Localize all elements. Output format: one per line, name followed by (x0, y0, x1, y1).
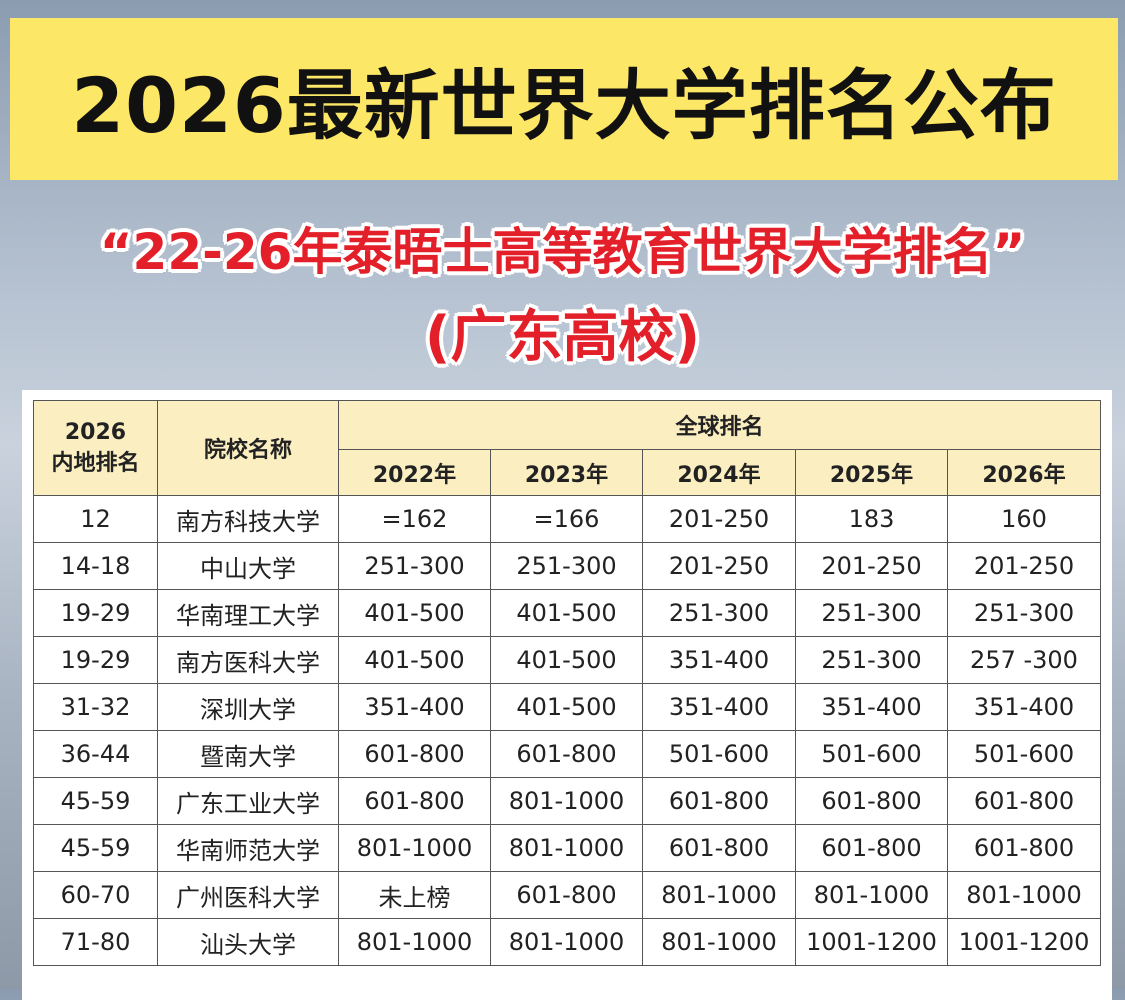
table-cell: 广东工业大学 (157, 777, 339, 825)
subtitle: (广东高校) (424, 305, 701, 370)
table-cell: 1001-1200 (947, 918, 1101, 966)
table-cell: 1001-1200 (795, 918, 948, 966)
table-row: 71-80 汕头大学 801-1000 801-1000 801-1000 1001-12… (33, 918, 1101, 966)
header-line: 2026 (64, 419, 127, 445)
table-cell: 南方科技大学 (157, 495, 339, 543)
table-cell: 601-800 (338, 777, 491, 825)
year-header: 2026年 (947, 449, 1101, 496)
table-cell: 601-800 (795, 824, 948, 872)
name-header: 院校名称 (157, 400, 339, 496)
table-cell: 351-400 (795, 683, 948, 731)
table-cell: 19-29 (33, 589, 158, 637)
table-cell: 801-1000 (338, 824, 491, 872)
header-line: 内地排名 (51, 450, 140, 476)
table-cell: 201-250 (947, 542, 1101, 590)
table-cell: 257 -300 (947, 636, 1101, 684)
table-cell: 801-1000 (490, 777, 643, 825)
table-cell: 801-1000 (338, 918, 491, 966)
table-cell: 601-800 (642, 777, 796, 825)
table-row: 19-29 华南理工大学 401-500 401-500 251-300 251-300 2… (33, 589, 1101, 637)
table-cell: 未上榜 (338, 871, 491, 919)
table-cell: 351-400 (947, 683, 1101, 731)
table-cell: 201-250 (795, 542, 948, 590)
table-cell: 深圳大学 (157, 683, 339, 731)
table-cell: 251-300 (338, 542, 491, 590)
table-cell: 401-500 (490, 683, 643, 731)
table-cell: 801-1000 (490, 824, 643, 872)
table-row: 12 南方科技大学 =162 =166 201-250 183 160 (33, 495, 1101, 543)
table-cell: 251-300 (947, 589, 1101, 637)
title: 2026最新世界大学排名公布 (71, 61, 1057, 150)
table-cell: 251-300 (795, 636, 948, 684)
table-cell: 251-300 (642, 589, 796, 637)
table-cell: 160 (947, 495, 1101, 543)
year-header: 2022年 (338, 449, 491, 496)
subtitle: “22-26年泰晤士高等教育世界大学排名” (99, 223, 1026, 281)
table-cell: 19-29 (33, 636, 158, 684)
table-cell: 201-250 (642, 495, 796, 543)
table-cell: 801-1000 (490, 918, 643, 966)
table-cell: 351-400 (642, 683, 796, 731)
table-row: 36-44 暨南大学 601-800 601-800 501-600 501-600 501… (33, 730, 1101, 778)
table-cell: 801-1000 (642, 871, 796, 919)
table-cell: 中山大学 (157, 542, 339, 590)
table-cell: 华南理工大学 (157, 589, 339, 637)
table-cell: 汕头大学 (157, 918, 339, 966)
table-row: 45-59 广东工业大学 601-800 801-1000 601-800 601-800… (33, 777, 1101, 825)
table-cell: 183 (795, 495, 948, 543)
table-row: 60-70 广州医科大学 未上榜 601-800 801-1000 801-1000 801… (33, 871, 1101, 919)
table-cell: 601-800 (490, 730, 643, 778)
table-cell: 601-800 (947, 824, 1101, 872)
year-header: 2025年 (795, 449, 948, 496)
table-cell: 351-400 (642, 636, 796, 684)
year-header: 2023年 (490, 449, 643, 496)
table-cell: 201-250 (642, 542, 796, 590)
table-cell: 351-400 (338, 683, 491, 731)
table-cell: 36-44 (33, 730, 158, 778)
table-cell: 251-300 (795, 589, 948, 637)
table-cell: 31-32 (33, 683, 158, 731)
group-header: 全球排名 (338, 400, 1101, 450)
table-cell: 45-59 (33, 777, 158, 825)
table-row: 14-18 中山大学 251-300 251-300 201-250 201-250 201… (33, 542, 1101, 590)
title-banner: 2026最新世界大学排名公布 (10, 18, 1118, 180)
table-cell: =162 (338, 495, 491, 543)
table-cell: 601-800 (338, 730, 491, 778)
table-cell: 广州医科大学 (157, 871, 339, 919)
table-cell: 801-1000 (947, 871, 1101, 919)
ranking-table: 2026 内地排名 院校名称 全球排名 2022年 2023年 2024年 2025年 2… (33, 400, 1101, 966)
table-cell: 12 (33, 495, 158, 543)
year-header: 2024年 (642, 449, 796, 496)
table-cell: 南方医科大学 (157, 636, 339, 684)
table-cell: 401-500 (490, 636, 643, 684)
table-cell: 401-500 (490, 589, 643, 637)
table-cell: 501-600 (947, 730, 1101, 778)
table-cell: 501-600 (642, 730, 796, 778)
table-cell: =166 (490, 495, 643, 543)
table-cell: 601-800 (642, 824, 796, 872)
table-cell: 601-800 (490, 871, 643, 919)
table-row: 31-32 深圳大学 351-400 401-500 351-400 351-400 351… (33, 683, 1101, 731)
table-cell: 14-18 (33, 542, 158, 590)
table-cell: 71-80 (33, 918, 158, 966)
table-cell: 601-800 (947, 777, 1101, 825)
table-cell: 401-500 (338, 636, 491, 684)
table-cell: 暨南大学 (157, 730, 339, 778)
table-cell: 401-500 (338, 589, 491, 637)
table-cell: 501-600 (795, 730, 948, 778)
table-row: 19-29 南方医科大学 401-500 401-500 351-400 251-300 2… (33, 636, 1101, 684)
table-cell: 801-1000 (795, 871, 948, 919)
table-cell: 801-1000 (642, 918, 796, 966)
table-row: 45-59 华南师范大学 801-1000 801-1000 601-800 601-80… (33, 824, 1101, 872)
table-cell: 60-70 (33, 871, 158, 919)
rank-header: 2026 内地排名 (33, 400, 158, 496)
table-cell: 华南师范大学 (157, 824, 339, 872)
table-cell: 45-59 (33, 824, 158, 872)
table-cell: 601-800 (795, 777, 948, 825)
table-cell: 251-300 (490, 542, 643, 590)
